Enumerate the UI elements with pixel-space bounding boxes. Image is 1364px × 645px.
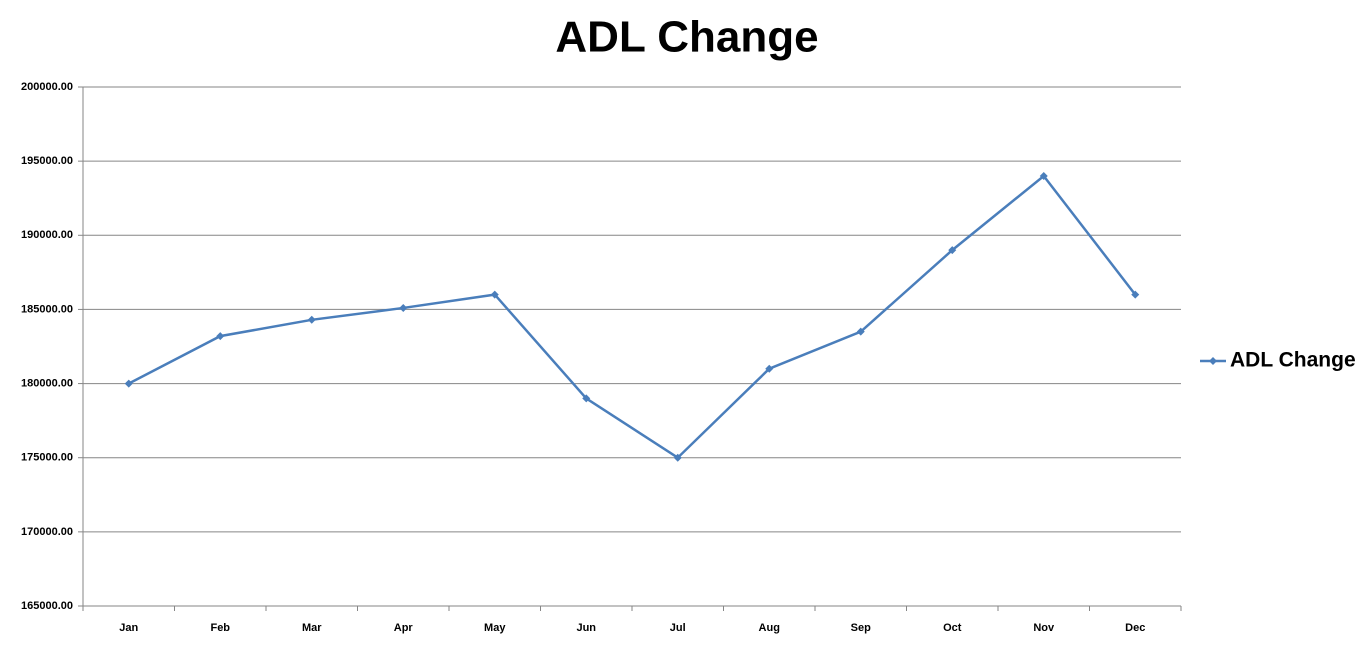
chart-title: ADL Change xyxy=(555,13,818,62)
series-line xyxy=(128,174,1137,460)
y-tick-label: 180000.00 xyxy=(21,377,73,389)
y-tick-label: 195000.00 xyxy=(21,155,73,167)
point-marker xyxy=(490,290,499,299)
point-marker xyxy=(1131,290,1140,299)
x-tick-label: Jun xyxy=(576,622,596,634)
y-tick-label: 190000.00 xyxy=(21,229,73,241)
legend-marker xyxy=(1209,357,1217,365)
x-tick-label: Apr xyxy=(394,622,414,634)
x-tick-label: Nov xyxy=(1033,622,1055,634)
point-marker xyxy=(399,303,408,312)
legend-label: ADL Change xyxy=(1230,349,1356,372)
point-marker xyxy=(216,332,225,341)
x-tick-label: Mar xyxy=(302,622,322,634)
x-tick-label: Sep xyxy=(851,622,871,634)
y-tick-label: 200000.00 xyxy=(21,81,73,93)
point-marker xyxy=(765,364,774,373)
y-tick-label: 175000.00 xyxy=(21,452,73,464)
point-marker xyxy=(948,246,957,255)
point-marker xyxy=(1039,171,1048,180)
x-tick-label: Feb xyxy=(210,622,230,634)
x-tick-label: May xyxy=(484,622,506,634)
point-marker xyxy=(582,394,591,403)
x-tick-label: Jan xyxy=(119,622,138,634)
point-marker xyxy=(856,327,865,336)
point-marker xyxy=(673,453,682,462)
x-tick-label: Jul xyxy=(670,622,686,634)
y-tick-label: 185000.00 xyxy=(21,303,73,315)
point-marker xyxy=(124,379,133,388)
point-marker xyxy=(307,315,316,324)
y-tick-label: 170000.00 xyxy=(21,526,73,538)
x-tick-label: Dec xyxy=(1125,622,1145,634)
y-tick-label: 165000.00 xyxy=(21,600,73,612)
x-tick-label: Oct xyxy=(943,622,962,634)
x-tick-label: Aug xyxy=(759,622,780,634)
